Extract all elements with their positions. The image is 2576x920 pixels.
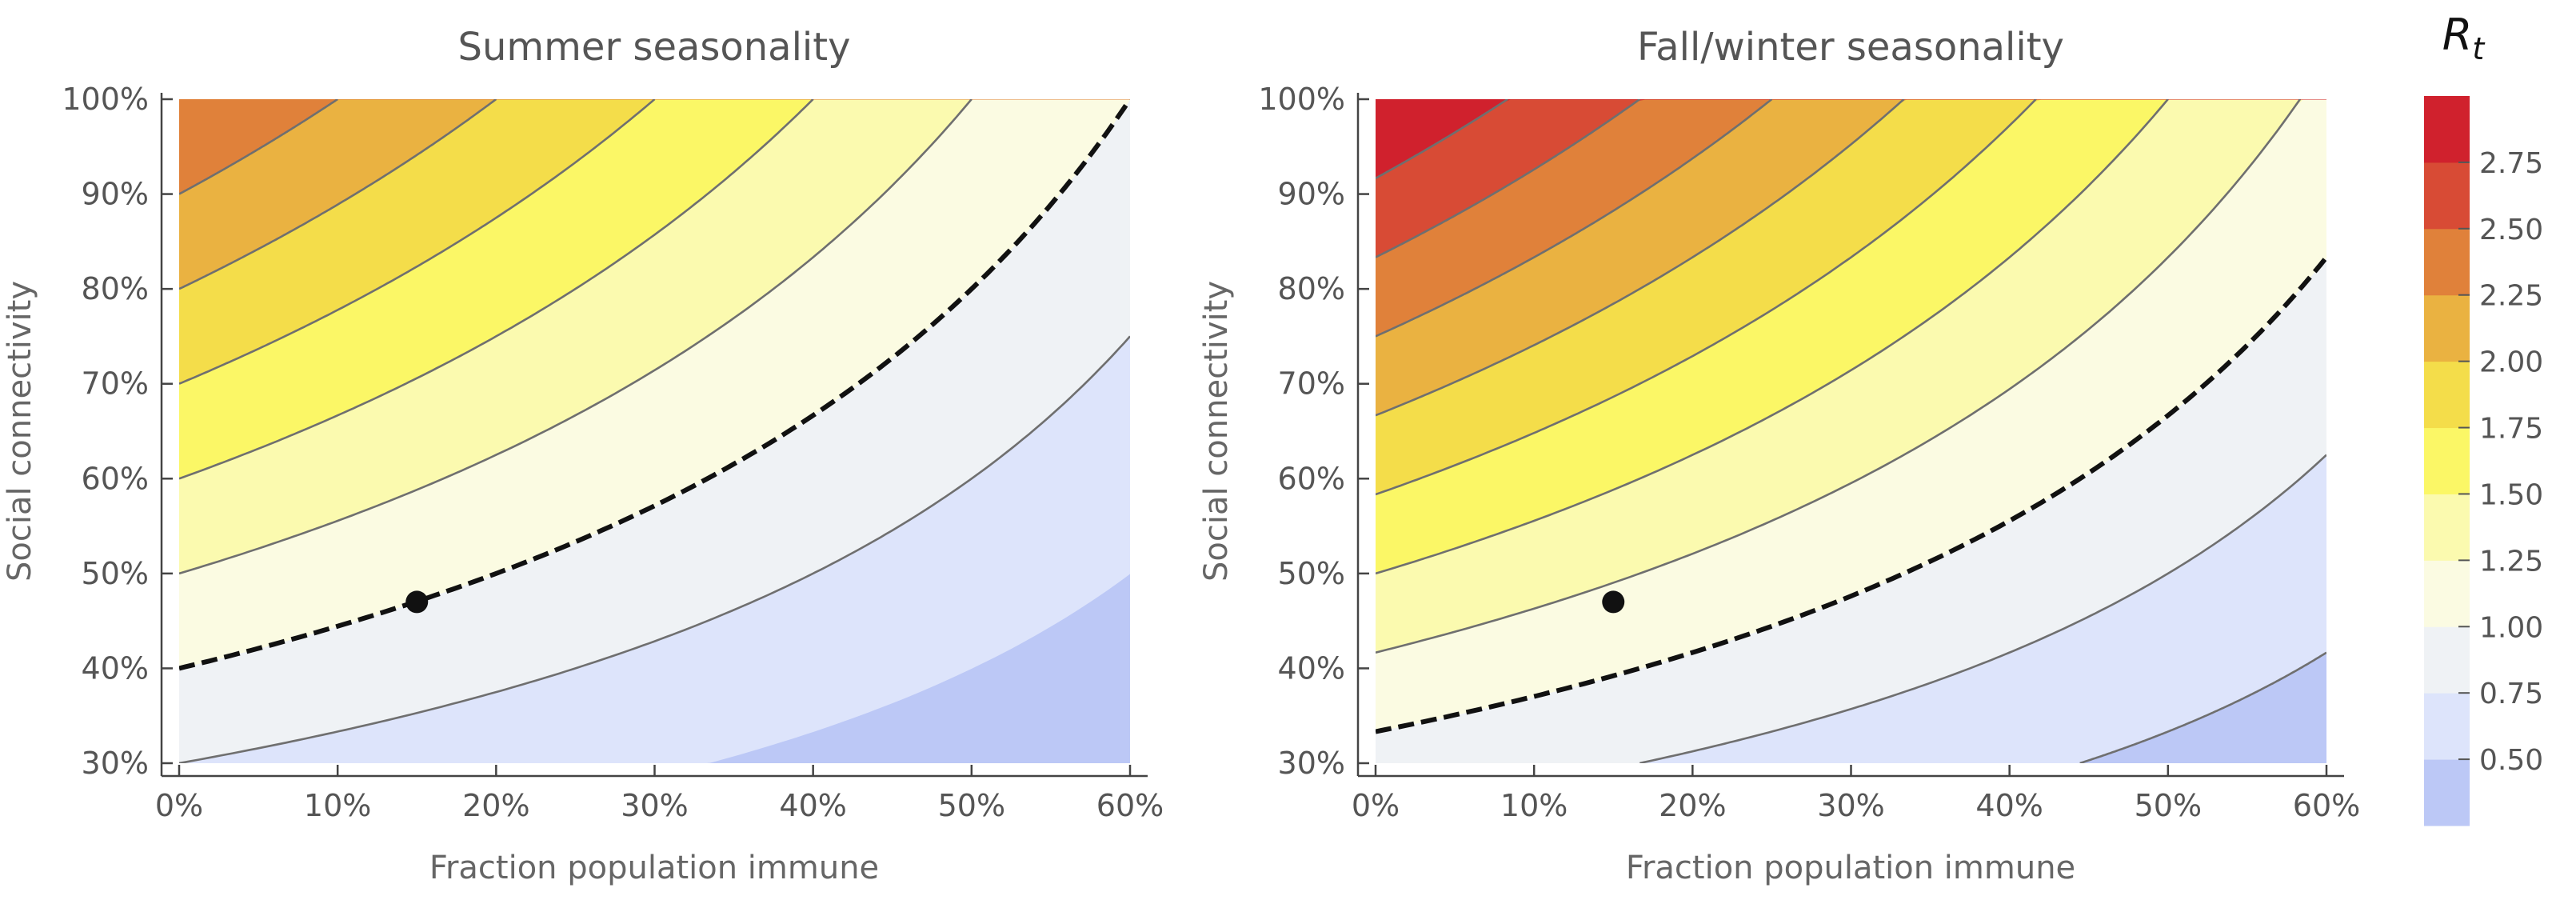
fall-winter-seasonality-panel: Fall/winter seasonality 30% 40% 50% 60% 70% 8… <box>1198 25 2360 886</box>
colorbar-swatches <box>2424 96 2470 826</box>
colorbar-swatch <box>2424 759 2470 826</box>
y-tick-label: 30% <box>82 746 149 781</box>
colorbar-ticks: 2.75 2.50 2.25 2.00 1.75 1.50 1.25 1.00 0.75 0.50 <box>2458 147 2543 777</box>
contour-line <box>179 335 1130 763</box>
contour-line <box>1376 99 1641 258</box>
y-axis-label: Social connectivity <box>2 281 38 582</box>
x-tick-label: 40% <box>1975 788 2043 823</box>
x-tick-label: 20% <box>1659 788 1726 823</box>
threshold-contour-line <box>179 99 1130 671</box>
contour-line <box>1376 99 2302 654</box>
contour-line <box>1376 99 1905 417</box>
x-tick-label: 50% <box>2135 788 2202 823</box>
panel-title: Fall/winter seasonality <box>1637 25 2064 70</box>
data-point <box>405 590 429 614</box>
colorbar-swatch <box>2424 294 2470 362</box>
x-tick-label: 10% <box>1500 788 1568 823</box>
colorbar-swatch <box>2424 427 2470 494</box>
y-tick-label: 60% <box>1278 461 1345 496</box>
colorbar-tick-label: 2.75 <box>2479 147 2543 180</box>
y-tick-label: 60% <box>82 461 149 496</box>
colorbar-tick-label: 0.75 <box>2479 678 2543 710</box>
y-tick-label: 90% <box>1278 177 1345 212</box>
contour-lines <box>1376 99 2326 763</box>
colorbar-title: Rt <box>2442 10 2486 66</box>
contour-lines <box>179 99 1130 763</box>
contour-line <box>2079 651 2326 763</box>
contour-line <box>1376 99 1773 338</box>
y-axis-label: Social connectivity <box>1198 281 1235 582</box>
y-tick-label: 70% <box>82 366 149 402</box>
contour-line <box>179 99 338 195</box>
y-tick-label: 50% <box>1278 556 1345 591</box>
x-axis-label: Fraction population immune <box>1626 850 2075 886</box>
axes: 30% 40% 50% 60% 70% 80% 90% 100% 0% 10% 20% 30% 40% 5… <box>1258 82 2360 823</box>
colorbar-swatch <box>2424 560 2470 627</box>
data-point-layer <box>405 590 429 614</box>
x-tick-label: 20% <box>462 788 529 823</box>
y-tick-label: 30% <box>1278 746 1345 781</box>
y-tick-label: 100% <box>62 82 149 117</box>
colorbar-tick-label: 2.25 <box>2479 280 2543 313</box>
colorbar-swatch <box>2424 228 2470 296</box>
x-tick-label: 40% <box>779 788 846 823</box>
colorbar-swatch <box>2424 96 2470 163</box>
contour-line <box>179 99 972 575</box>
x-tick-label: 50% <box>938 788 1005 823</box>
contour-band <box>1376 99 2326 179</box>
colorbar-swatch <box>2424 693 2470 760</box>
contour-line <box>1376 99 2169 575</box>
x-tick-label: 60% <box>2293 788 2360 823</box>
x-tick-label: 30% <box>1817 788 1884 823</box>
contour-bands <box>1376 99 2326 763</box>
threshold-contour-line <box>1376 255 2326 734</box>
y-tick-label: 100% <box>1258 82 1345 117</box>
x-tick-label: 30% <box>621 788 688 823</box>
data-point-layer <box>1602 590 1625 614</box>
panel-title: Summer seasonality <box>458 25 851 70</box>
contour-line <box>179 99 656 385</box>
colorbar-swatch <box>2424 494 2470 561</box>
contour-line <box>1639 454 2326 763</box>
contour-line <box>179 99 497 290</box>
y-tick-label: 50% <box>82 556 149 591</box>
data-point <box>1602 590 1625 614</box>
colorbar: Rt 2.75 2.50 2.25 2.00 1.75 1.50 1.25 1.00 0.75 0… <box>2424 10 2543 826</box>
x-tick-label: 10% <box>304 788 371 823</box>
contour-band <box>179 573 1130 763</box>
contour-line <box>1376 99 1508 179</box>
y-tick-label: 90% <box>82 177 149 212</box>
y-tick-label: 80% <box>82 271 149 306</box>
contour-band <box>179 99 1130 195</box>
x-axis-label: Fraction population immune <box>429 850 879 886</box>
colorbar-tick-label: 1.00 <box>2479 611 2543 644</box>
colorbar-tick-label: 0.50 <box>2479 744 2543 777</box>
y-tick-label: 80% <box>1278 271 1345 306</box>
summer-seasonality-panel: Summer seasonality 30% 40% 50% 60% 70% 80% 90%… <box>2 25 1164 886</box>
contour-bands <box>179 99 1130 763</box>
x-tick-label: 0% <box>155 788 203 823</box>
x-tick-label: 0% <box>1352 788 1400 823</box>
contour-band <box>1376 652 2326 763</box>
colorbar-swatch <box>2424 361 2470 429</box>
colorbar-tick-label: 1.25 <box>2479 545 2543 578</box>
contour-line <box>1376 99 2037 496</box>
contour-line <box>179 99 814 480</box>
colorbar-tick-label: 1.50 <box>2479 478 2543 511</box>
contour-band <box>179 99 1130 290</box>
colorbar-tick-label: 2.00 <box>2479 346 2543 379</box>
y-tick-label: 70% <box>1278 366 1345 402</box>
x-tick-label: 60% <box>1096 788 1164 823</box>
colorbar-tick-label: 1.75 <box>2479 413 2543 446</box>
y-tick-label: 40% <box>1278 650 1345 686</box>
colorbar-title-subscript: t <box>2472 31 2486 66</box>
colorbar-swatch <box>2424 162 2470 230</box>
colorbar-tick-label: 2.50 <box>2479 214 2543 246</box>
colorbar-swatch <box>2424 626 2470 694</box>
axes: 30% 40% 50% 60% 70% 80% 90% 100% 0% 10% 20% 30% 40% 5… <box>62 82 1164 823</box>
y-tick-label: 40% <box>82 650 149 686</box>
